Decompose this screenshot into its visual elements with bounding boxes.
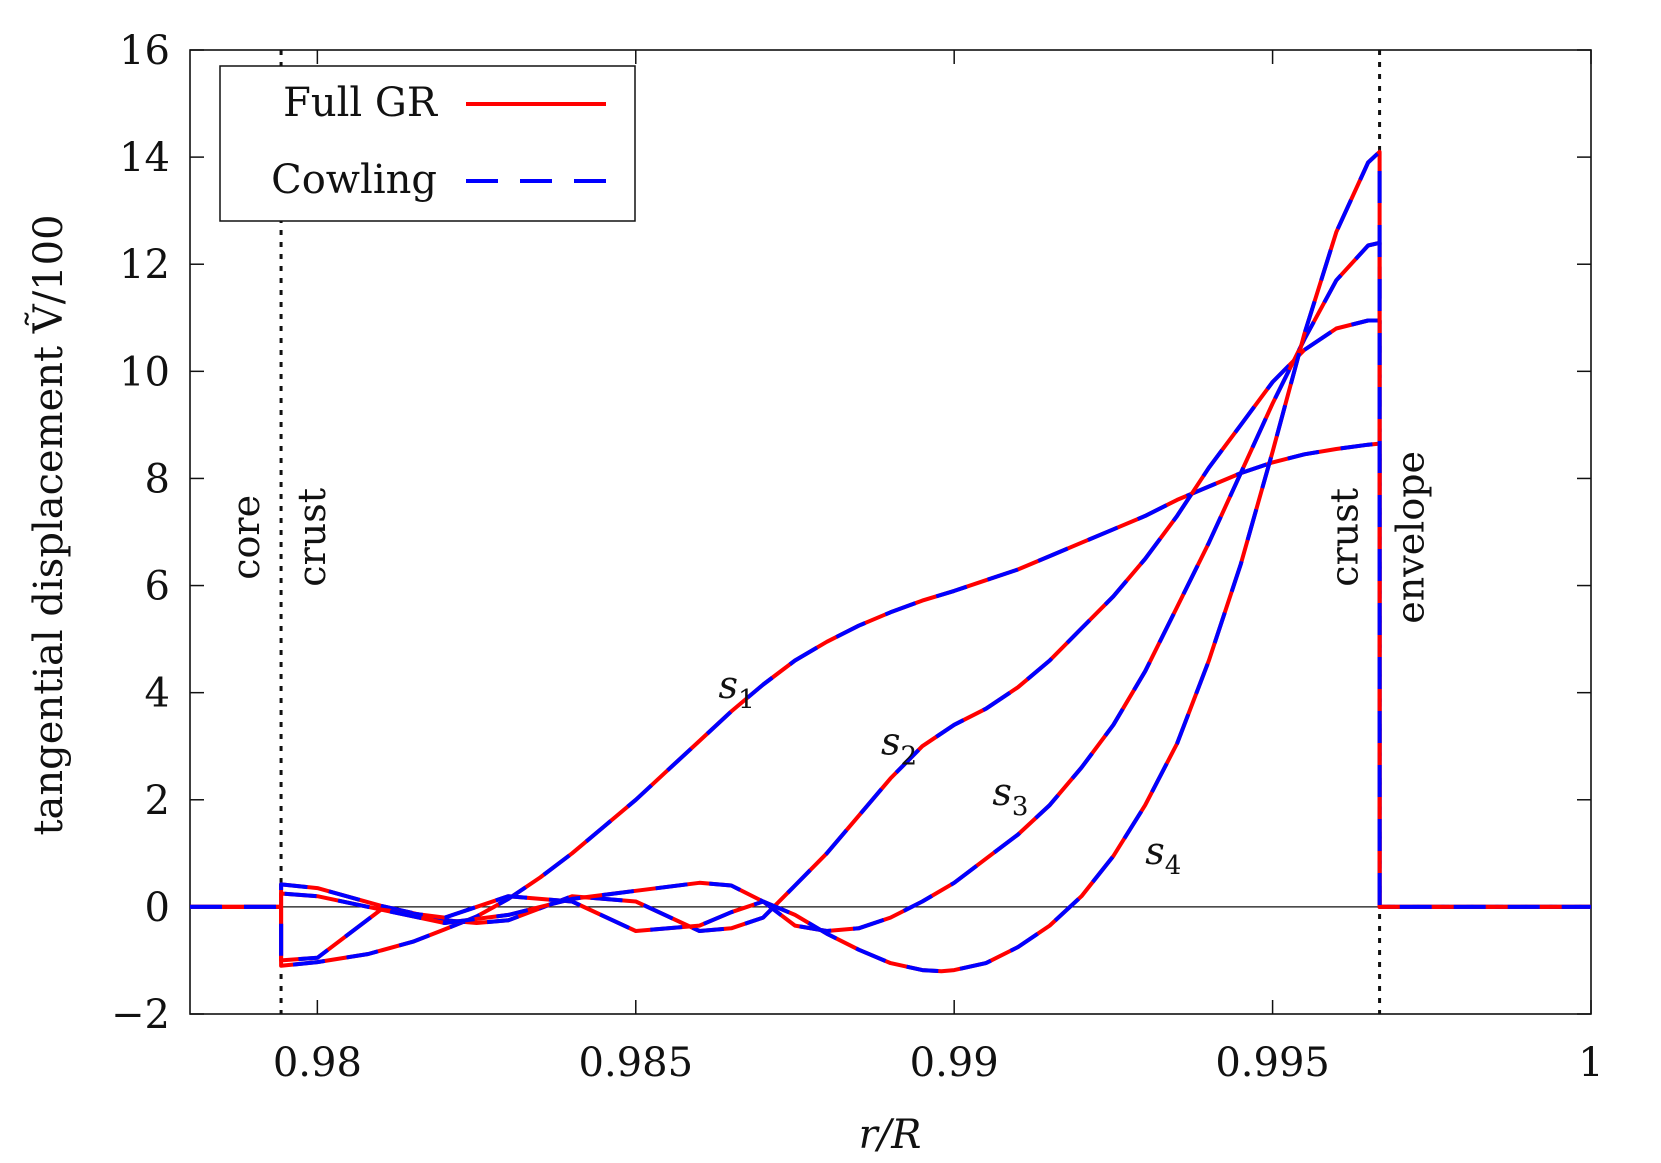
- curve-label-s4: s4: [1145, 829, 1181, 881]
- x-tick-label: 0.98: [273, 1040, 362, 1086]
- x-tick-label: 0.985: [579, 1040, 694, 1086]
- legend-label-cowling: Cowling: [271, 157, 437, 203]
- x-tick-label: 0.995: [1215, 1040, 1330, 1086]
- y-tick-label: 10: [119, 349, 170, 395]
- legend: Full GR Cowling: [219, 65, 636, 222]
- curve-label-s2: s2: [881, 719, 917, 771]
- legend-label-full-gr: Full GR: [283, 80, 439, 126]
- curve-label-s3: s3: [992, 770, 1028, 822]
- y-tick-label: 12: [119, 242, 170, 288]
- series-cowling-s3: [190, 240, 1591, 933]
- series-cowling-s1: [190, 441, 1591, 968]
- y-axis-label: tangential displacement Ṽ/100: [25, 214, 72, 835]
- curve-label-s1: s1: [719, 663, 755, 715]
- series-cowling-s2: [190, 318, 1591, 933]
- x-tick-label: 1: [1578, 1040, 1603, 1086]
- y-tick-label: 0: [145, 885, 170, 931]
- series-layer: [190, 149, 1591, 974]
- region-label-left: crust: [1323, 488, 1367, 587]
- y-tick-label: 8: [145, 456, 170, 502]
- legend-box: [219, 65, 636, 222]
- region-label-right: crust: [290, 488, 334, 587]
- y-tick-label: 16: [119, 28, 170, 74]
- y-tick-label: 14: [119, 135, 170, 181]
- x-axis-label: r/R: [859, 1112, 922, 1158]
- region-label-left: core: [224, 495, 268, 580]
- y-tick-label: −2: [111, 992, 170, 1038]
- y-tick-label: 4: [145, 671, 170, 717]
- region-label-right: envelope: [1389, 451, 1433, 624]
- x-tick-label: 0.99: [910, 1040, 999, 1086]
- curve-label-layer: s1 s2 s3 s4: [719, 663, 1182, 881]
- plot-frame: [189, 49, 1592, 1015]
- tick-label-layer: 0.98 0.985 0.99 0.995 1 −2 0 2 4 6 8 10 12 14 16: [111, 28, 1604, 1086]
- series-cowling-s4: [190, 149, 1591, 974]
- y-tick-label: 2: [145, 778, 170, 824]
- y-tick-label: 6: [145, 564, 170, 610]
